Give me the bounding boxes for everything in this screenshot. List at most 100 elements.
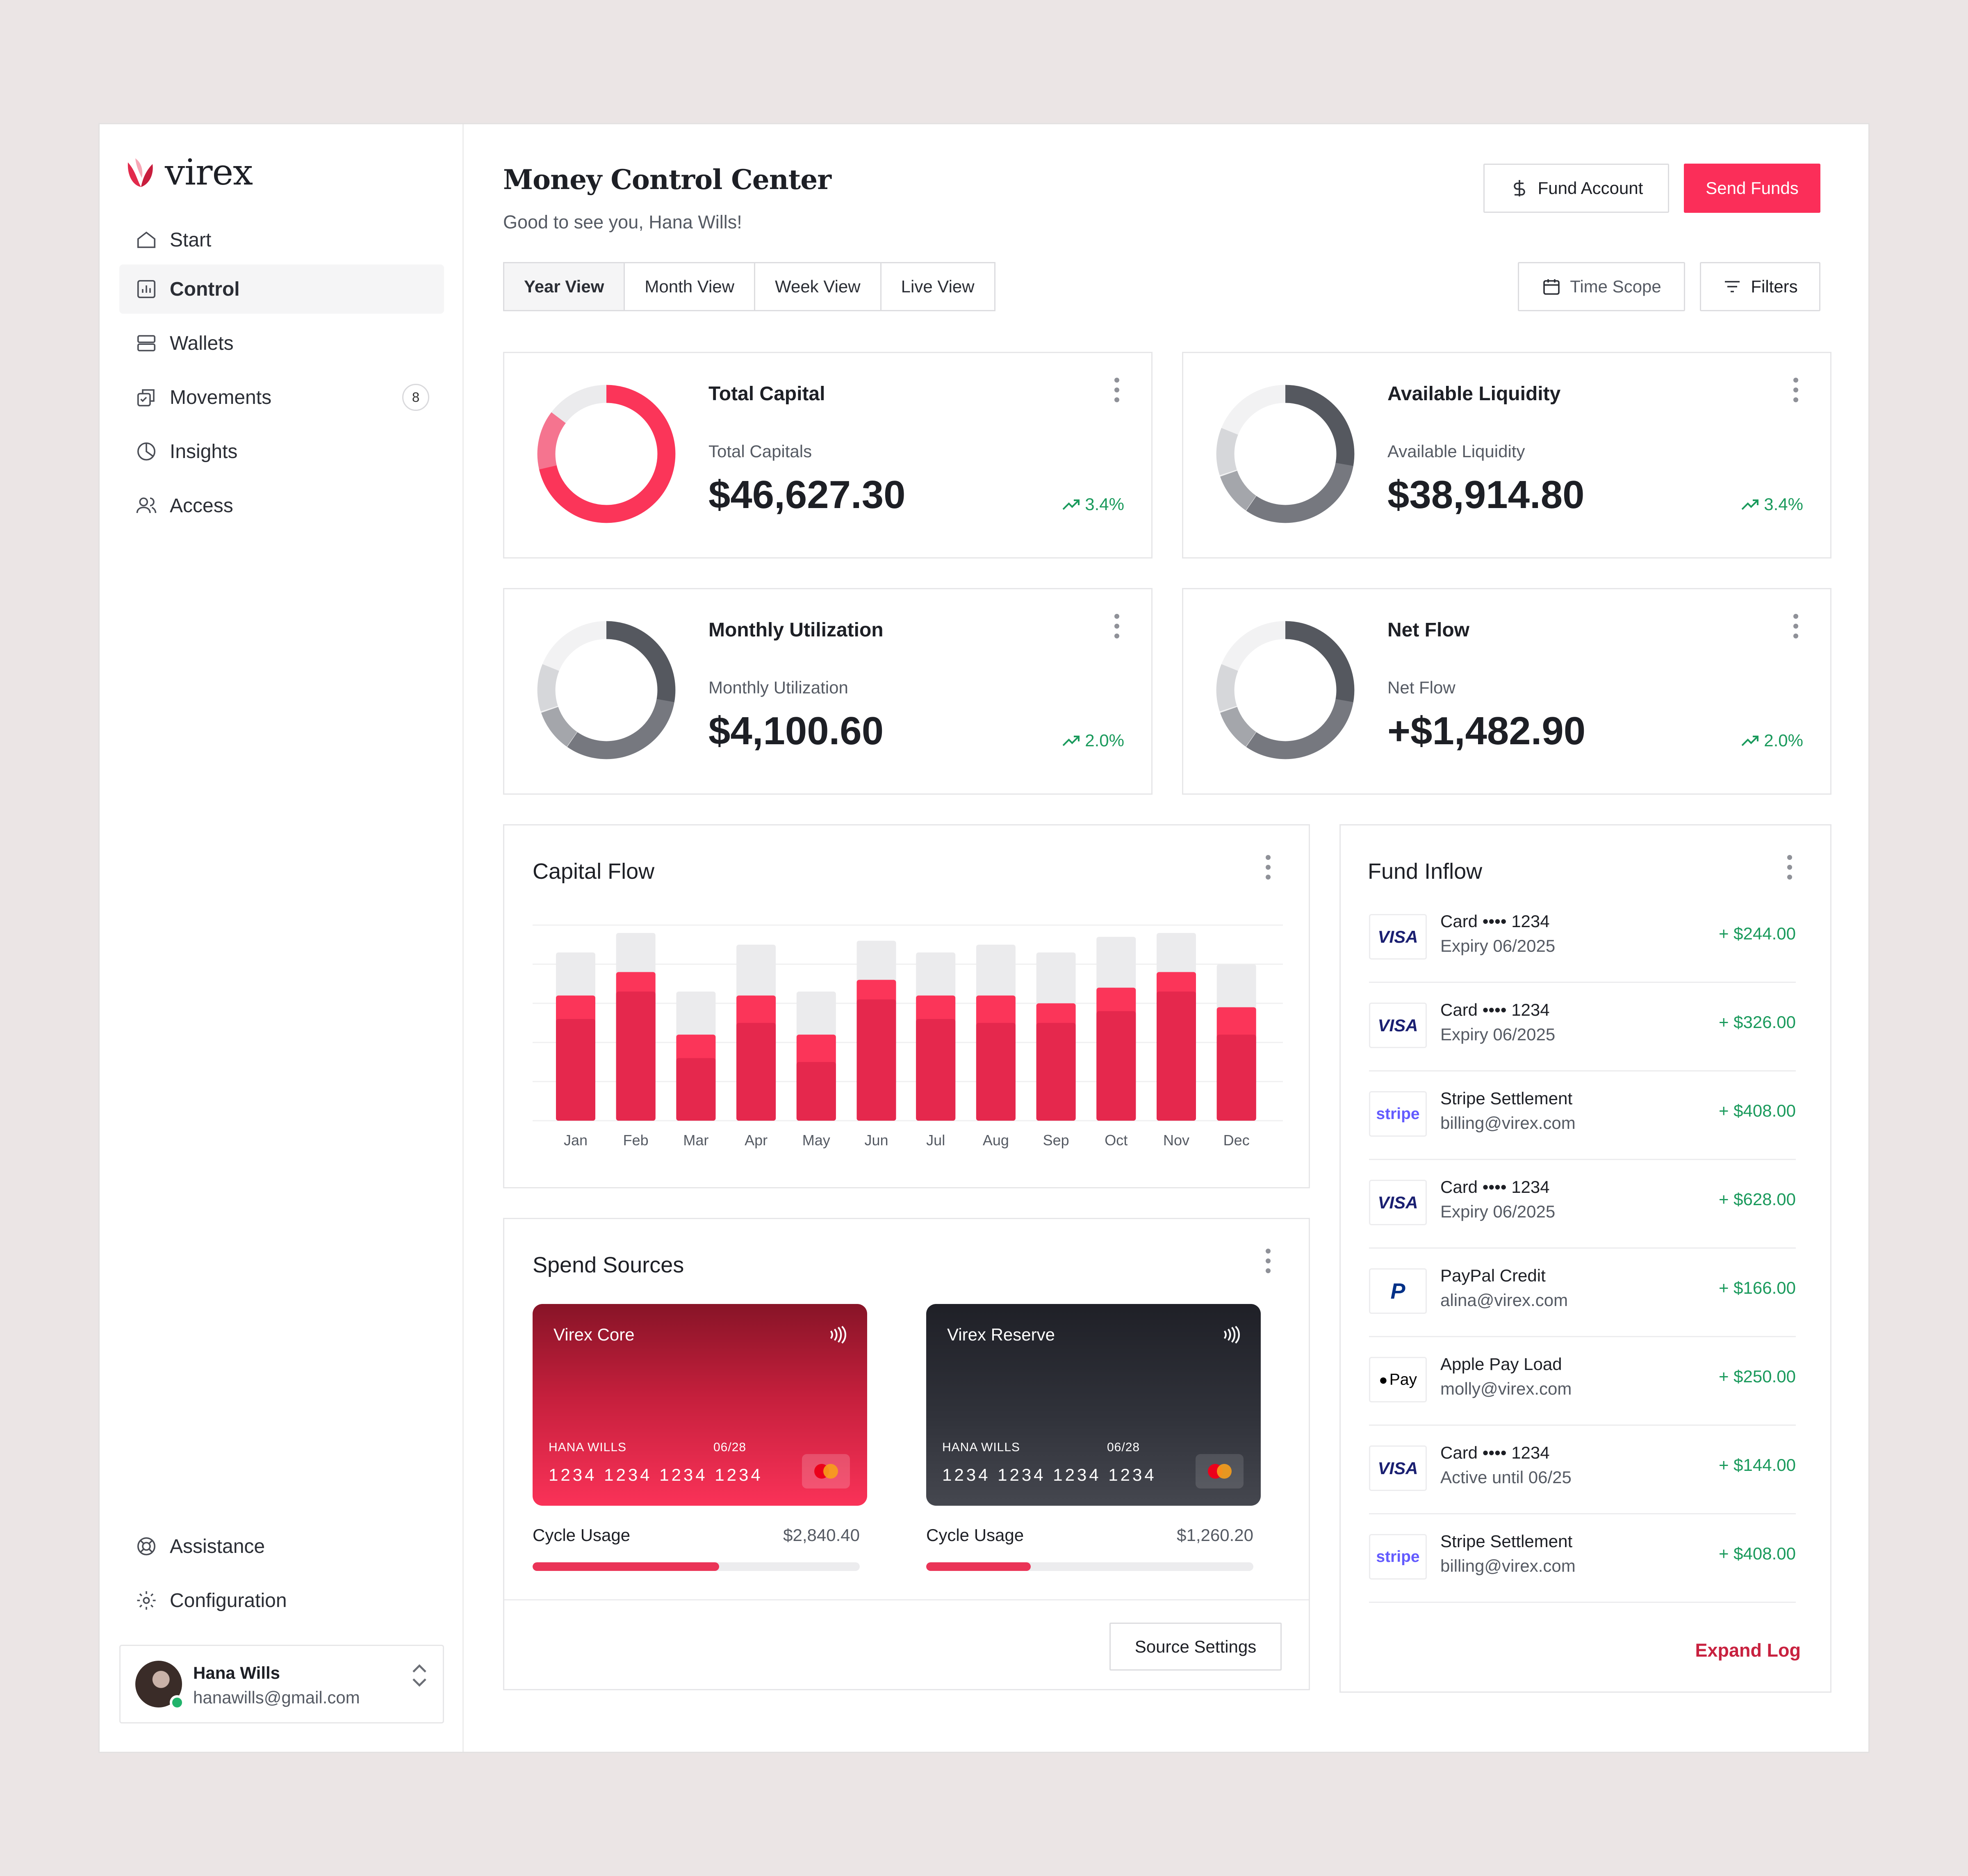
payment-brand-label: VISA [1378,1192,1418,1212]
stat-card-total-capital: Total Capital Total Capitals $46,627.30 … [503,352,1153,558]
send-funds-button[interactable]: Send Funds [1684,164,1820,213]
more-options-icon[interactable] [1112,614,1122,643]
sidebar-item-wallets[interactable]: Wallets [119,319,444,368]
fund-account-button[interactable]: Fund Account [1483,164,1669,213]
stat-card-monthly-utilization: Monthly Utilization Monthly Utilization … [503,588,1153,795]
mastercard-icon [1196,1454,1244,1488]
more-options-icon[interactable] [1785,855,1795,884]
stat-title: Monthly Utilization [708,619,884,641]
card-holder: HANA WILLS [549,1441,627,1454]
wallet-icon [134,331,159,356]
sidebar-item-start[interactable]: Start [119,215,444,264]
cycle-usage-label: Cycle Usage [926,1525,1024,1545]
sidebar-item-label: Configuration [170,1589,287,1612]
cycle-usage-value: $1,260.20 [1177,1525,1253,1545]
expand-log-link[interactable]: Expand Log [1695,1640,1801,1661]
more-options-icon[interactable] [1263,1249,1273,1278]
bar-jun-series-0[interactable] [856,999,896,1121]
inflow-row[interactable]: VISA Card •••• 1234 Expiry 06/2025 + $244.0… [1369,894,1796,983]
sidebar-item-label: Insights [170,440,238,463]
inflow-row[interactable]: VISA Card •••• 1234 Expiry 06/2025 + $628.0… [1369,1160,1796,1249]
inflow-title: PayPal Credit [1440,1266,1546,1285]
card-expiry: 06/28 [1107,1441,1140,1454]
stat-change-value: 2.0% [1764,731,1803,750]
stat-card-available-liquidity: Available Liquidity Available Liquidity … [1182,352,1831,558]
trend-up-icon [1741,499,1759,510]
stat-change-value: 3.4% [1764,495,1803,514]
movements-count-badge: 8 [402,384,429,411]
cycle-usage-progress [926,1562,1253,1571]
payment-brand-label: VISA [1378,927,1418,946]
more-options-icon[interactable] [1791,614,1801,643]
sidebar-item-movements[interactable]: Movements 8 [119,373,444,422]
bar-may-series-0[interactable] [796,1062,836,1121]
bar-apr-series-0[interactable] [736,1023,776,1121]
bar-mar-series-0[interactable] [676,1058,716,1121]
fund-inflow-card: Fund Inflow VISA Card •••• 1234 Expiry 06/… [1339,824,1831,1693]
inflow-amount: + $408.00 [1718,1101,1796,1120]
bar-feb-series-0[interactable] [616,992,656,1121]
bar-sep-series-0[interactable] [1036,1023,1076,1121]
user-profile-switcher[interactable]: Hana Wills hanawills@gmail.com [119,1645,444,1723]
sidebar-item-configuration[interactable]: Configuration [119,1576,444,1625]
more-options-icon[interactable] [1263,855,1273,884]
filters-button[interactable]: Filters [1700,262,1820,311]
time-scope-button[interactable]: Time Scope [1518,262,1685,311]
movements-icon [134,385,159,410]
card-number: 1234 1234 1234 1234 [942,1465,1157,1484]
more-options-icon[interactable] [1791,378,1801,407]
card-name: Virex Core [554,1325,635,1344]
inflow-row[interactable]: stripe Stripe Settlement billing@virex.com… [1369,1514,1796,1603]
x-tick-label: Jun [864,1132,888,1149]
dollar-icon [1513,180,1525,196]
inflow-row[interactable]: VISA Card •••• 1234 Active until 06/25 + $1… [1369,1426,1796,1514]
lifebuoy-icon [134,1534,159,1559]
tab-month-view[interactable]: Month View [625,263,756,310]
brand-logo[interactable]: virex [123,151,253,193]
tab-week-view[interactable]: Week View [755,263,882,310]
credit-card-virex-reserve[interactable]: Virex Reserve HANA WILLS 06/28 1234 1234… [926,1304,1261,1506]
bar-nov-series-0[interactable] [1157,992,1196,1121]
inflow-row[interactable]: VISA Card •••• 1234 Expiry 06/2025 + $326.0… [1369,983,1796,1071]
inflow-detail: alina@virex.com [1440,1290,1568,1310]
mastercard-icon [802,1454,850,1488]
source-settings-button[interactable]: Source Settings [1109,1623,1282,1671]
bar-jul-series-0[interactable] [916,1019,956,1121]
trend-up-icon [1062,736,1080,746]
stat-card-net-flow: Net Flow Net Flow +$1,482.90 2.0% [1182,588,1831,795]
more-options-icon[interactable] [1112,378,1122,407]
divider [504,1599,1309,1600]
sidebar-item-assistance[interactable]: Assistance [119,1522,444,1571]
inflow-amount: + $628.00 [1718,1190,1796,1209]
user-name: Hana Wills [193,1663,280,1682]
card-holder: HANA WILLS [942,1441,1020,1454]
bar-oct-series-0[interactable] [1096,1011,1136,1121]
inflow-detail: Expiry 06/2025 [1440,1025,1556,1044]
bar-jan-series-0[interactable] [556,1019,595,1121]
chevron-up-down-icon [412,1664,426,1687]
inflow-row[interactable]: P PayPal Credit alina@virex.com + $166.00 [1369,1249,1796,1337]
stat-change: 3.4% [1740,495,1803,514]
tab-live-view[interactable]: Live View [901,277,975,296]
sidebar-item-control[interactable]: Control [119,264,444,314]
bar-dec-series-0[interactable] [1216,1035,1256,1121]
inflow-title: Card •••• 1234 [1440,1177,1550,1197]
inflow-row[interactable]: stripe Stripe Settlement billing@virex.com… [1369,1071,1796,1160]
bar-aug-series-0[interactable] [976,1023,1016,1121]
inflow-row[interactable]: ● Pay Apple Pay Load molly@virex.com + $250.… [1369,1337,1796,1426]
x-tick-label: Mar [683,1132,708,1149]
view-tabs: Year View Month View Week View Live View [503,262,995,311]
fund-account-label: Fund Account [1538,178,1643,198]
payment-brand-label: stripe [1376,1548,1420,1566]
sidebar-item-insights[interactable]: Insights [119,427,444,476]
stat-change-value: 2.0% [1085,731,1124,750]
main-content: Money Control Center Good to see you, Ha… [464,124,1868,1752]
source-settings-label: Source Settings [1134,1637,1257,1656]
credit-card-virex-core[interactable]: Virex Core HANA WILLS 06/28 1234 1234 12… [533,1304,867,1506]
sidebar-item-access[interactable]: Access [119,481,444,530]
section-title: Fund Inflow [1368,859,1483,884]
inflow-amount: + $144.00 [1718,1455,1796,1475]
contactless-icon [830,1326,846,1344]
tab-year-view[interactable]: Year View [504,263,625,310]
inflow-amount: + $166.00 [1718,1278,1796,1297]
